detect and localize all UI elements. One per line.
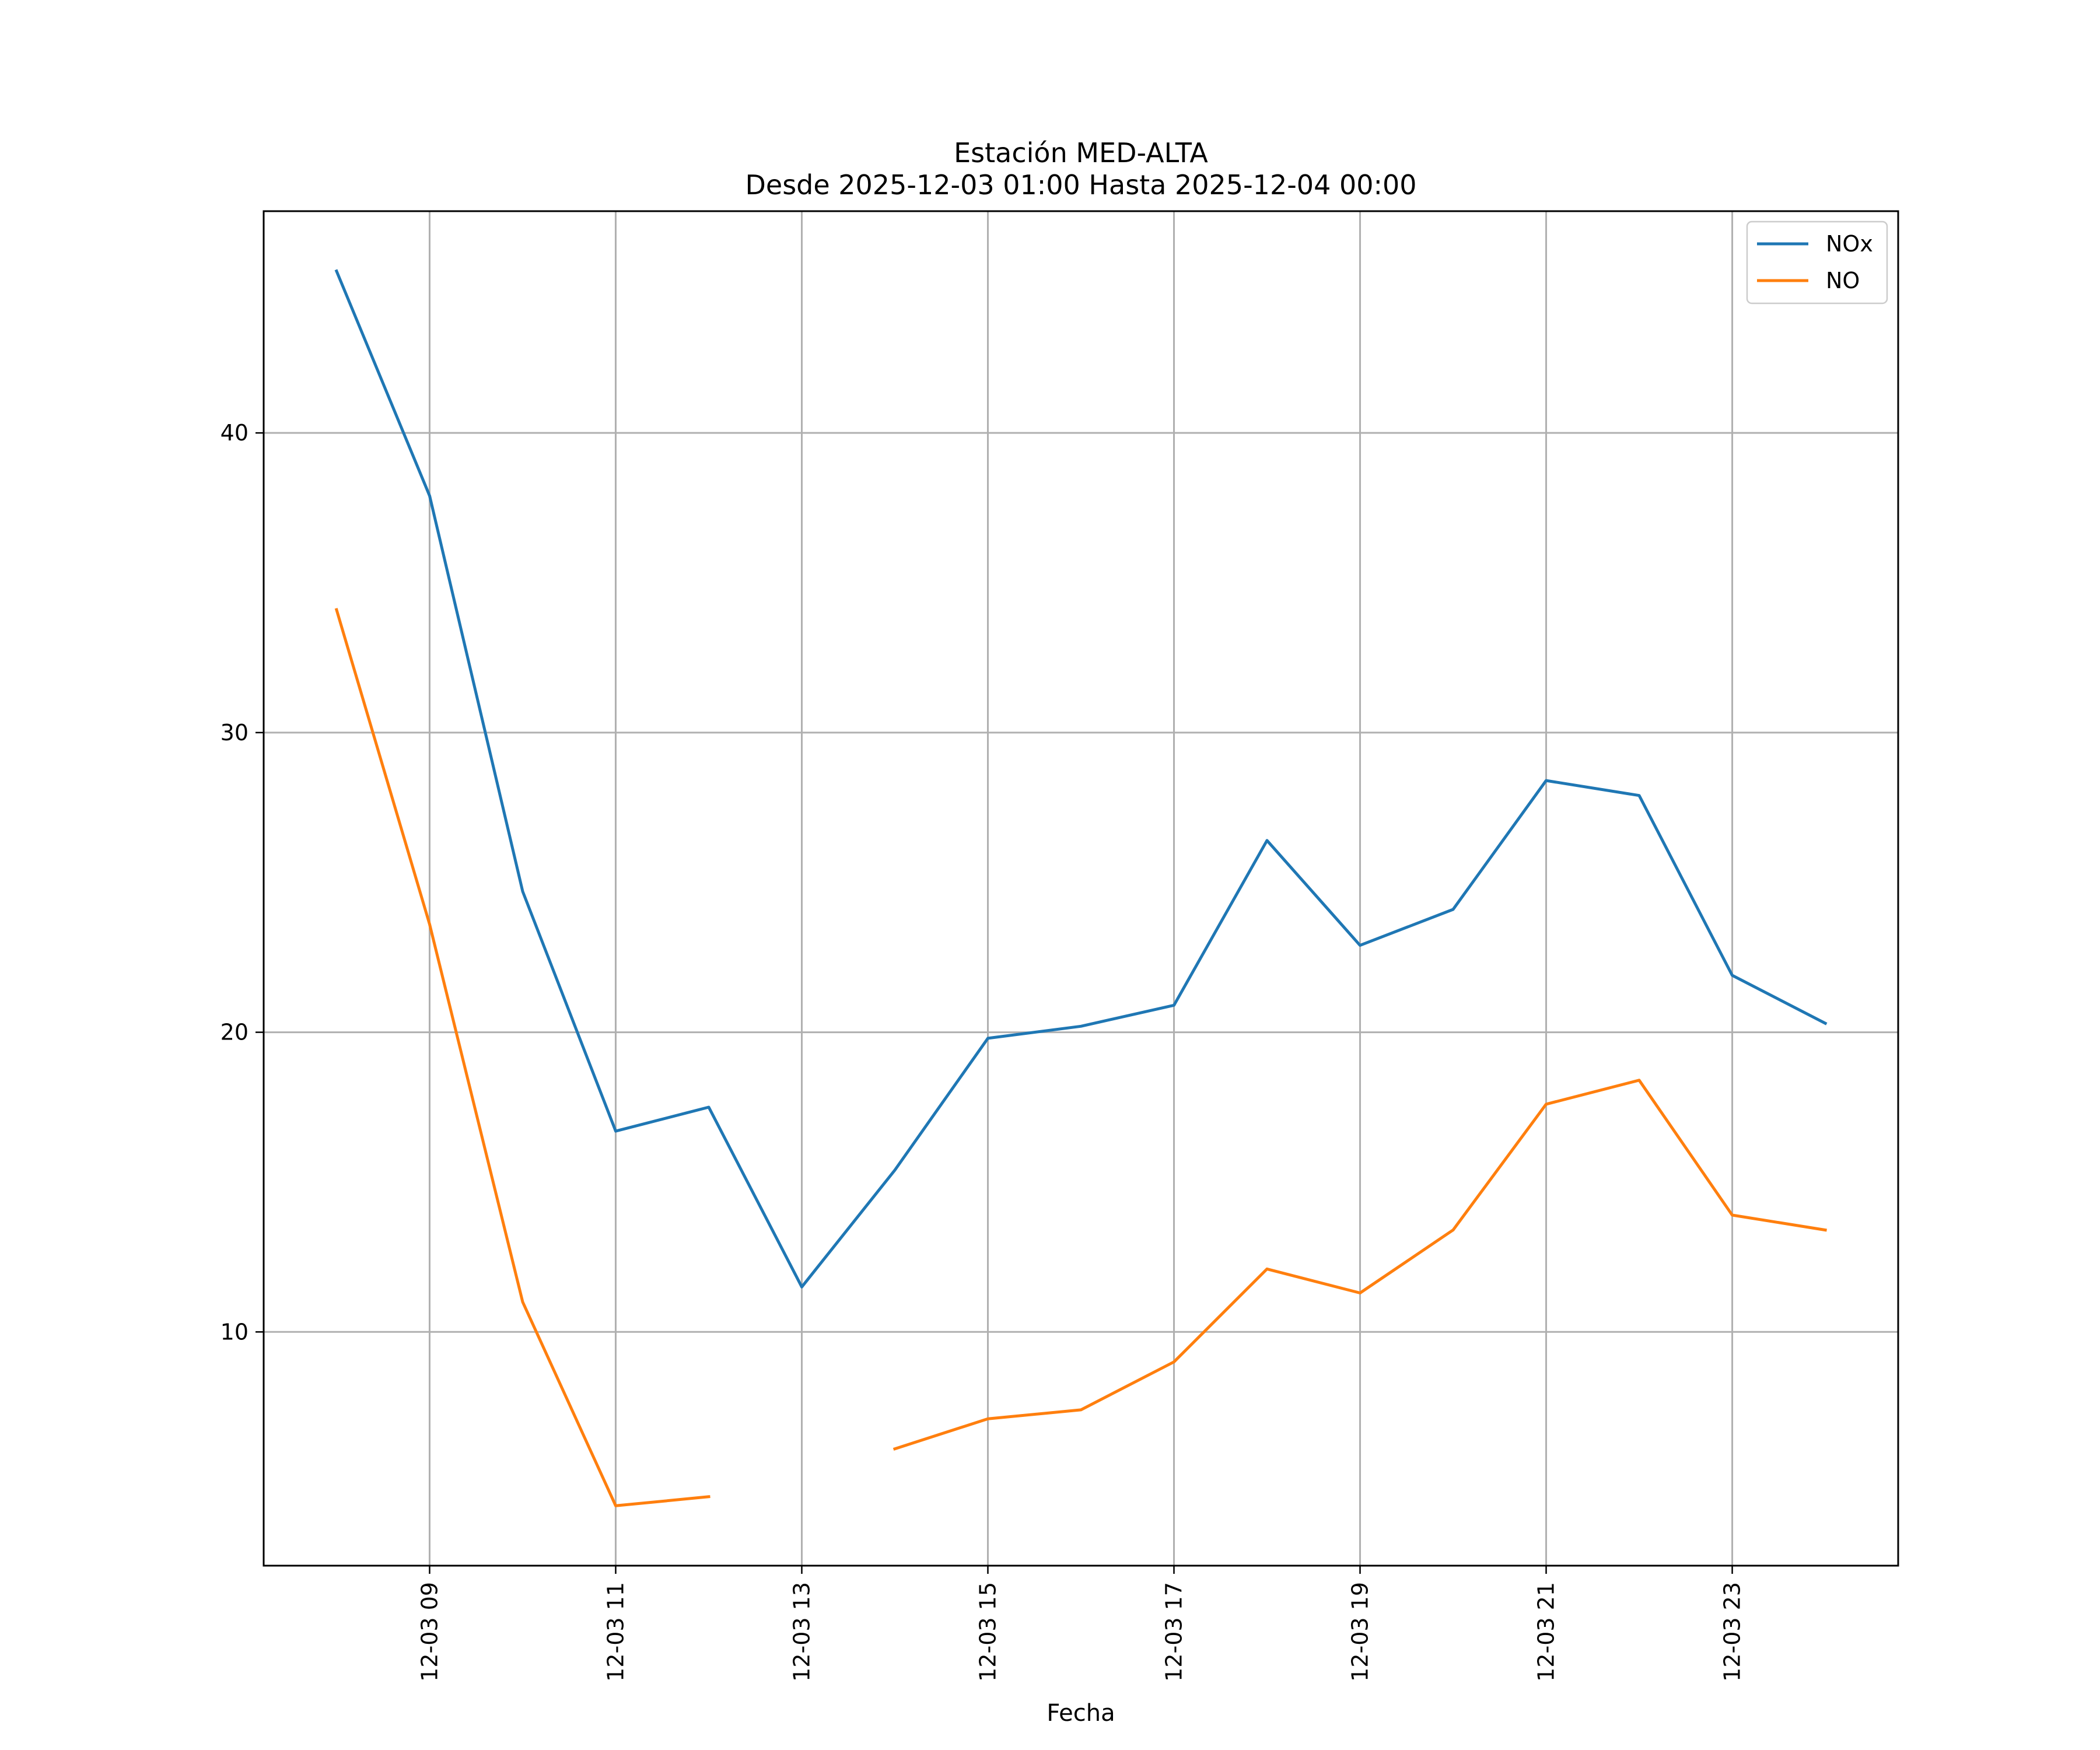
x-tick-label: 12-03 17 — [1161, 1582, 1187, 1682]
legend-label-nox: NOx — [1826, 231, 1873, 257]
chart-title: Estación MED-ALTA — [954, 137, 1208, 169]
legend-box — [1746, 220, 1888, 304]
y-tick-label: 30 — [220, 720, 249, 746]
x-tick-label: 12-03 11 — [603, 1582, 628, 1682]
y-tick-label: 40 — [220, 420, 249, 446]
grid-lines — [264, 211, 1898, 1566]
legend: NOx NO — [1746, 220, 1888, 304]
series-line-no — [334, 608, 1827, 1507]
y-tick-label: 10 — [220, 1319, 249, 1345]
series-line-nox — [334, 269, 1828, 1289]
series-lines — [334, 269, 1828, 1507]
x-axis-label: Fecha — [1046, 1700, 1115, 1727]
x-tick-label: 12-03 15 — [975, 1582, 1000, 1682]
x-tick-label: 12-03 23 — [1720, 1582, 1745, 1682]
plot-frame — [262, 210, 1899, 1567]
y-tick-label: 20 — [220, 1020, 249, 1045]
axis-ticks: 12-03 09 12-03 11 12-03 13 12-03 15 12-03 17… — [220, 420, 1745, 1682]
x-tick-label: 12-03 19 — [1348, 1582, 1373, 1682]
x-tick-label: 12-03 21 — [1534, 1582, 1559, 1682]
legend-label-no: NO — [1826, 268, 1860, 293]
chart-subtitle: Desde 2025-12-03 01:00 Hasta 2025-12-04 … — [745, 169, 1416, 201]
x-tick-label: 12-03 13 — [789, 1582, 814, 1682]
x-tick-label: 12-03 09 — [416, 1582, 442, 1682]
